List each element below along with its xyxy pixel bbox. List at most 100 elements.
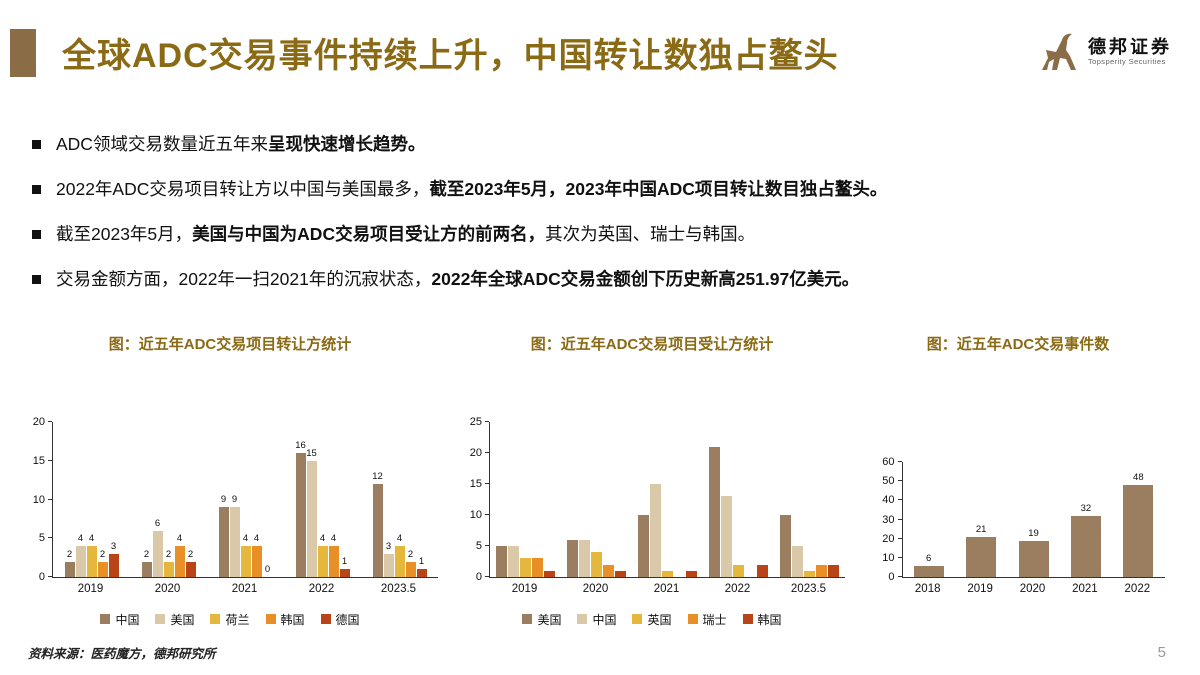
bar-group: 12 3 4 2 1 xyxy=(361,422,438,577)
chart-title: 图：近五年ADC交易事件数 xyxy=(926,336,1110,353)
y-axis-tick-label: 15 xyxy=(469,478,482,490)
bar-data-label: 6 xyxy=(154,517,161,529)
bar xyxy=(615,570,626,577)
legend-swatch xyxy=(632,614,643,624)
y-axis-tick-mark xyxy=(897,518,902,520)
bar-group: 48 xyxy=(1112,462,1164,577)
x-axis: 2019 2020 2021 2022 2023.5 xyxy=(52,578,437,598)
plot-wrap: 0 5 10 15 20 25 2019 2020 2021 2022 2023.5 xyxy=(459,416,845,598)
legend-item: 韩国 xyxy=(742,611,782,627)
legend-swatch xyxy=(265,614,276,624)
bar: 4 xyxy=(240,533,251,577)
y-axis-tick-mark xyxy=(48,421,52,422)
x-axis-label: 2022 xyxy=(724,583,751,595)
bar xyxy=(721,496,732,577)
x-axis: 2018 2019 2020 2021 2022 xyxy=(902,578,1164,598)
bullet-text-bold: 2022年全球ADC交易金额创下历史新高251.97亿美元。 xyxy=(431,269,860,289)
bar-data-label: 16 xyxy=(295,440,306,451)
bar xyxy=(532,558,543,577)
legend-swatch xyxy=(100,614,111,624)
x-axis-label: 2020 xyxy=(582,583,609,595)
legend-label: 美国 xyxy=(170,612,195,627)
bar-group xyxy=(632,422,703,577)
chart-transferee: 图：近五年ADC交易项目受让方统计 0 5 10 15 20 25 2019 2020 2021… xyxy=(446,333,858,627)
plot-column: 6 21 19 32 48 2018 2019 2020 2021 2022 xyxy=(901,462,1165,598)
plot-column: 2019 2020 2021 2022 2023.5 xyxy=(489,422,845,598)
legend-label: 德国 xyxy=(335,612,360,627)
bar-data-label: 48 xyxy=(1133,472,1144,483)
bullet-text-bold: 截至2023年5月，2023年中国ADC项目转让数目独占鳌头。 xyxy=(429,179,888,199)
plot xyxy=(489,422,845,578)
bar: 21 xyxy=(966,524,997,577)
bar: 4 xyxy=(251,533,262,577)
bar: 4 xyxy=(86,533,97,577)
bar-data-label: 12 xyxy=(372,471,383,482)
x-axis-label: 2021 xyxy=(231,583,258,595)
legend-swatch xyxy=(210,614,221,624)
bar: 19 xyxy=(1018,528,1049,577)
x-axis-label: 2023.5 xyxy=(380,583,417,595)
bar xyxy=(591,552,602,577)
y-axis-tick-label: 25 xyxy=(469,416,482,428)
y-axis: 0 10 20 30 40 50 60 xyxy=(872,456,902,583)
plot-area: 0 5 10 15 20 2 4 4 2 3 2 6 2 4 2 9 9 4 4 0 16 15 4 4 1 12 3 4 2 1 2019… xyxy=(14,355,446,598)
bar-data-label: 9 xyxy=(220,494,227,506)
bar xyxy=(496,546,507,577)
bar: 2 xyxy=(405,549,416,577)
chart-legend xyxy=(858,611,1178,627)
plot-column: 2 4 4 2 3 2 6 2 4 2 9 9 4 4 0 16 15 4 4 1 12 3 4 2 1 2019 2020 2021… xyxy=(52,422,438,598)
bar-data-label: 6 xyxy=(926,552,932,564)
bar: 3 xyxy=(108,541,119,577)
x-axis-label: 2019 xyxy=(967,583,993,595)
y-axis-tick-mark xyxy=(48,576,52,577)
legend-item: 瑞士 xyxy=(687,611,727,627)
bar xyxy=(828,564,839,577)
ibex-icon xyxy=(1042,33,1076,70)
bar-group xyxy=(490,422,561,577)
bar-data-label: 4 xyxy=(253,533,260,544)
x-axis-label: 2019 xyxy=(511,583,538,595)
bar: 6 xyxy=(152,518,163,577)
bar xyxy=(757,564,768,577)
y-axis-tick-label: 60 xyxy=(882,456,895,468)
bar xyxy=(662,570,673,577)
y-axis-tick-mark xyxy=(48,498,52,500)
bullet-text: 截至2023年5月，美国与中国为ADC交易项目受让方的前两名，其次为英国、瑞士与… xyxy=(56,222,755,247)
bar-data-label: 4 xyxy=(176,533,183,544)
y-axis-tick-mark xyxy=(897,480,902,482)
plot-wrap: 0 5 10 15 20 2 4 4 2 3 2 6 2 4 2 9 9 4 4 0 16 15 4 4 1 12 3 4 2 1 2019… xyxy=(22,416,438,598)
legend-item: 德国 xyxy=(320,611,360,627)
bar xyxy=(792,546,803,577)
bar: 2 xyxy=(163,549,174,577)
bar-group: 6 xyxy=(903,462,955,577)
legend-swatch xyxy=(687,614,698,624)
header: 全球ADC交易事件持续上升，中国转让数独占鳌头 xyxy=(10,28,990,77)
bar xyxy=(603,564,614,577)
bar-data-label: 2 xyxy=(143,548,150,560)
y-axis-tick-label: 0 xyxy=(475,571,482,583)
legend-label: 美国 xyxy=(537,612,562,627)
bullet-text: 交易金额方面，2022年一扫2021年的沉寂状态，2022年全球ADC交易金额创… xyxy=(56,267,859,292)
bar xyxy=(780,515,791,577)
bar: 4 xyxy=(75,533,86,577)
bar-data-label: 4 xyxy=(330,533,337,544)
legend-label: 韩国 xyxy=(757,612,782,627)
legend-item: 美国 xyxy=(155,611,194,627)
bullet-text-normal: 交易金额方面，2022年一扫2021年的沉寂状态， xyxy=(56,269,432,289)
source-note: 资料来源：医药魔方，德邦研究所 xyxy=(28,647,216,661)
bullet-item: ADC领域交易数量近五年来呈现快速增长趋势。 xyxy=(32,132,1164,157)
bar-data-label: 4 xyxy=(319,533,326,544)
y-axis-tick-label: 30 xyxy=(882,513,895,526)
bullet-text-normal: 截至2023年5月， xyxy=(56,224,193,244)
legend-swatch xyxy=(155,614,166,624)
bar: 12 xyxy=(372,471,383,577)
bar xyxy=(804,570,815,577)
y-axis-tick-mark xyxy=(485,483,489,484)
x-axis-label: 2020 xyxy=(154,583,181,595)
bar: 9 xyxy=(218,494,229,577)
legend-label: 中国 xyxy=(115,612,140,627)
y-axis: 0 5 10 15 20 25 xyxy=(459,416,489,583)
